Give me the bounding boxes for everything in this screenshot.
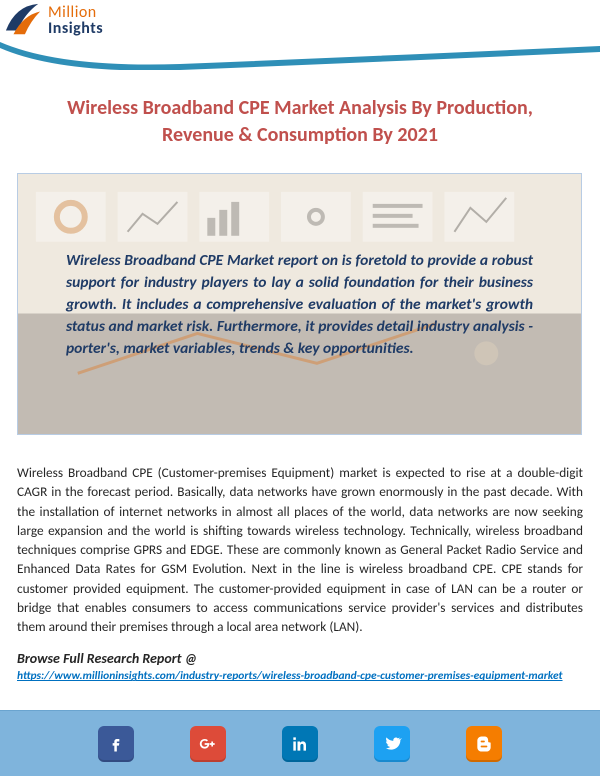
header-curve-decor — [0, 42, 600, 70]
blogger-icon — [474, 734, 494, 754]
googleplus-icon — [198, 734, 218, 754]
hero-summary: Wireless Broadband CPE Market report on … — [66, 250, 533, 360]
page-title: Wireless Broadband CPE Market Analysis B… — [0, 75, 600, 159]
logo-mark-icon — [4, 2, 42, 40]
linkedin-icon — [290, 734, 310, 754]
footer — [0, 710, 600, 776]
googleplus-button[interactable] — [190, 726, 226, 762]
facebook-button[interactable] — [98, 726, 134, 762]
twitter-button[interactable] — [374, 726, 410, 762]
blogger-button[interactable] — [466, 726, 502, 762]
browse-label: Browse Full Research Report @ — [17, 650, 583, 667]
linkedin-button[interactable] — [282, 726, 318, 762]
facebook-icon — [106, 734, 126, 754]
header: Million Insights — [0, 0, 600, 75]
logo-line2: Insights — [48, 21, 103, 37]
body-paragraph: Wireless Broadband CPE (Customer-premise… — [17, 463, 583, 636]
logo-text: Million Insights — [48, 5, 103, 37]
twitter-icon — [382, 734, 402, 754]
browse-link[interactable]: https://www.millioninsights.com/industry… — [17, 669, 583, 683]
logo: Million Insights — [4, 2, 103, 40]
hero-box: Wireless Broadband CPE Market report on … — [17, 173, 582, 435]
